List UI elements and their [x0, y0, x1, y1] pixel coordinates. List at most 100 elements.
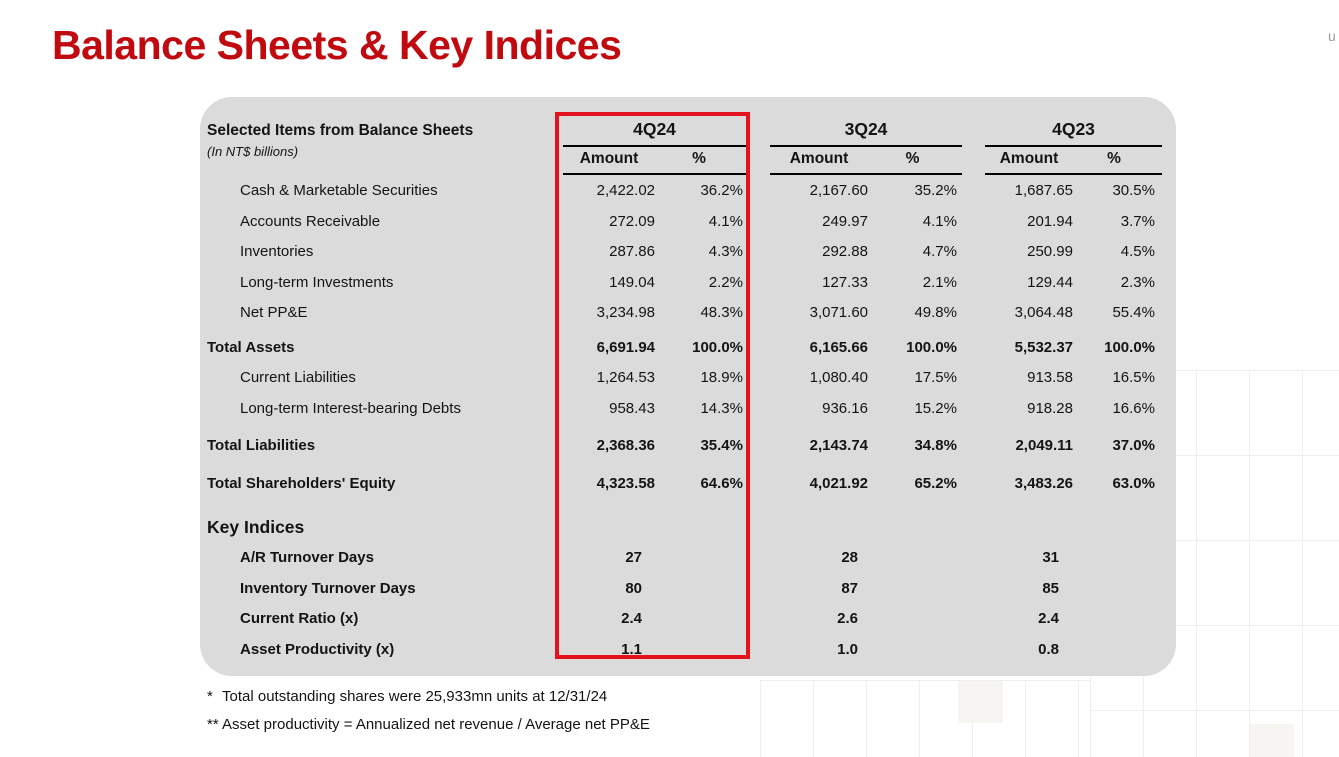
amount-cell-3q24: 3,071.60: [809, 304, 868, 321]
pct-cell-3q24: 100.0%: [906, 338, 957, 356]
pct-cell-4q23: 100.0%: [1104, 338, 1155, 356]
header-rule: [563, 173, 746, 175]
row-label: Current Ratio (x): [240, 610, 359, 627]
spacer: [962, 363, 985, 394]
header-rule: [770, 145, 962, 147]
pct-cell-4q24: 4.3%: [708, 243, 743, 260]
spacer: [743, 431, 770, 462]
amount-cell-4q23: 918.28: [1027, 399, 1073, 417]
table-row: Long-term Investments 149.04 2.2% 127.33 2.1…: [200, 268, 1162, 299]
background-pattern-cell: [958, 681, 1003, 723]
spacer: [962, 207, 985, 238]
pct-cell-4q24: 14.3%: [700, 399, 743, 417]
column-group-4q24: 4Q24: [633, 119, 676, 139]
amount-cell-4q24: 2,368.36: [596, 437, 655, 454]
amount-cell-4q24: 149.04: [609, 273, 655, 291]
percent-header: %: [1107, 150, 1121, 167]
pct-cell-3q24: 2.1%: [922, 273, 957, 291]
amount-header: Amount: [579, 150, 639, 167]
row-label: Inventories: [240, 243, 314, 260]
amount-header: Amount: [999, 150, 1059, 167]
amount-cell-3q24: 4,021.92: [809, 474, 868, 492]
pct-cell-3q24: 4.7%: [922, 243, 957, 260]
table-row: Inventories 287.86 4.3% 292.88 4.7% 250.99 4.5…: [200, 237, 1162, 268]
amount-cell-4q24: 2,422.02: [596, 182, 655, 199]
amount-cell-3q24: 249.97: [822, 212, 868, 230]
spacer: [743, 207, 770, 238]
value-cell-3q24: 28: [841, 549, 858, 566]
footnotes: * Total outstanding shares were 25,933mn…: [207, 683, 650, 739]
table-row: Current Liabilities 1,264.53 18.9% 1,080.40…: [200, 363, 1162, 394]
spacer: [962, 237, 985, 268]
amount-header: Amount: [789, 150, 849, 167]
value-cell-4q23: 2.4: [1038, 610, 1059, 627]
spacer: [743, 176, 770, 207]
table-row: Cash & Marketable Securities 2,422.02 36.2…: [200, 176, 1162, 207]
pct-cell-4q24: 100.0%: [692, 338, 743, 356]
amount-cell-3q24: 1,080.40: [809, 369, 868, 386]
pct-cell-4q24: 18.9%: [700, 369, 743, 386]
amount-cell-3q24: 6,165.66: [809, 338, 868, 356]
value-cell-4q24: 80: [625, 579, 642, 597]
spacer: [962, 176, 985, 207]
pct-cell-4q23: 30.5%: [1112, 182, 1155, 199]
spacer: [655, 543, 770, 574]
row-label: Total Liabilities: [207, 437, 316, 454]
amount-cell-4q23: 3,064.48: [1014, 304, 1073, 321]
column-group-4q23: 4Q23: [1052, 119, 1095, 139]
pct-cell-4q23: 63.0%: [1112, 474, 1155, 492]
spacer: [962, 333, 985, 364]
amount-cell-4q24: 3,234.98: [596, 304, 655, 321]
pct-cell-4q24: 35.4%: [700, 437, 743, 454]
key-index-row: Current Ratio (x) 2.4 2.6 2.4: [200, 604, 1162, 635]
percent-header: %: [905, 150, 920, 167]
table-row: Total Liabilities 2,368.36 35.4% 2,143.74 34…: [200, 431, 1162, 462]
spacer: [868, 635, 985, 666]
amount-cell-3q24: 127.33: [822, 273, 868, 291]
pct-cell-4q24: 4.1%: [708, 212, 743, 230]
balance-rows: Cash & Marketable Securities 2,422.02 36.2…: [200, 176, 1162, 499]
amount-cell-4q24: 272.09: [609, 212, 655, 230]
spacer: [743, 298, 770, 329]
table-row: Long-term Interest-bearing Debts 958.43 14…: [200, 394, 1162, 425]
spacer: [868, 604, 985, 635]
spacer: [655, 635, 770, 666]
key-index-row: Inventory Turnover Days 80 87 85: [200, 574, 1162, 605]
spacer: [743, 237, 770, 268]
spacer: [868, 574, 985, 605]
amount-cell-4q23: 129.44: [1027, 273, 1073, 291]
row-label: Long-term Interest-bearing Debts: [240, 399, 461, 417]
amount-cell-4q24: 6,691.94: [596, 338, 655, 356]
footnote-marker: *: [207, 688, 213, 705]
key-index-rows: A/R Turnover Days 27 28 31 Inventory Turnove…: [200, 543, 1162, 665]
pct-cell-3q24: 49.8%: [914, 304, 957, 321]
pct-cell-4q24: 64.6%: [700, 474, 743, 492]
pct-cell-3q24: 17.5%: [914, 369, 957, 386]
pct-cell-4q24: 2.2%: [708, 273, 743, 291]
value-cell-4q24: 1.1: [621, 640, 642, 658]
row-label: Net PP&E: [240, 304, 308, 321]
amount-cell-4q23: 1,687.65: [1014, 182, 1073, 199]
background-pattern-cell: [1250, 724, 1294, 757]
value-cell-4q23: 31: [1042, 549, 1059, 566]
pct-cell-3q24: 34.8%: [914, 437, 957, 454]
row-label: Total Shareholders' Equity: [207, 474, 396, 492]
amount-cell-4q23: 250.99: [1027, 243, 1073, 260]
footnote: ** Asset productivity = Annualized net r…: [207, 711, 650, 739]
pct-cell-3q24: 35.2%: [914, 182, 957, 199]
pct-cell-3q24: 4.1%: [922, 212, 957, 230]
row-label: Long-term Investments: [240, 273, 394, 291]
table-row: Total Shareholders' Equity 4,323.58 64.6% 4…: [200, 469, 1162, 500]
spacer: [868, 543, 985, 574]
value-cell-4q24: 27: [625, 549, 642, 566]
pct-cell-4q24: 36.2%: [700, 182, 743, 199]
key-index-row: Asset Productivity (x) 1.1 1.0 0.8: [200, 635, 1162, 666]
table-row: Net PP&E 3,234.98 48.3% 3,071.60 49.8% 3,064.…: [200, 298, 1162, 329]
value-cell-3q24: 2.6: [837, 610, 858, 627]
pct-cell-4q23: 4.5%: [1120, 243, 1155, 260]
amount-cell-4q24: 1,264.53: [596, 369, 655, 386]
spacer: [655, 604, 770, 635]
table-row: Total Assets 6,691.94 100.0% 6,165.66 100.0%…: [200, 333, 1162, 364]
value-cell-4q23: 0.8: [1038, 640, 1059, 658]
